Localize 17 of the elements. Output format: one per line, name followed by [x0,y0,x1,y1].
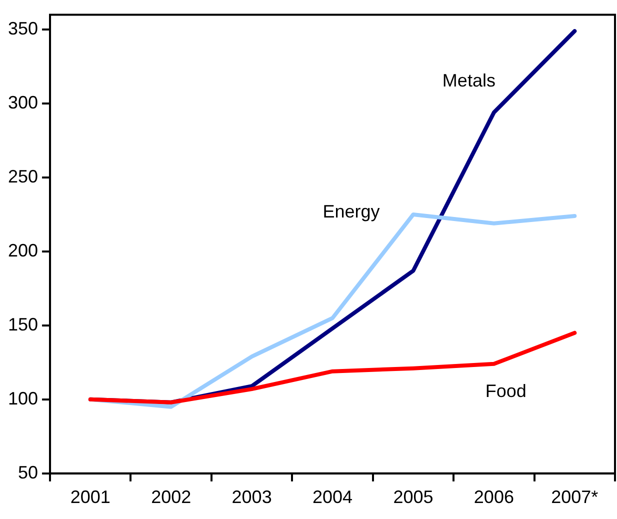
y-tick-label: 250 [8,166,38,186]
series-label: Energy [322,201,380,222]
x-tick-label: 2004 [312,487,353,508]
y-tick-label: 50 [18,462,38,482]
y-tick-label: 100 [8,388,38,408]
y-tick-label: 300 [8,92,38,113]
y-tick-label: 350 [8,18,38,39]
x-tick-label: 2006 [474,487,514,508]
series-label: Metals [442,70,496,90]
y-tick-label: 200 [8,240,38,260]
x-tick-label: 2001 [70,487,110,508]
x-tick-label: 2003 [232,487,272,508]
x-tick-label: 2002 [151,487,192,508]
series-label: Food [485,380,526,401]
x-tick-label: 2007* [551,487,598,508]
y-tick-label: 150 [8,314,38,334]
x-tick-label: 2005 [393,487,434,508]
